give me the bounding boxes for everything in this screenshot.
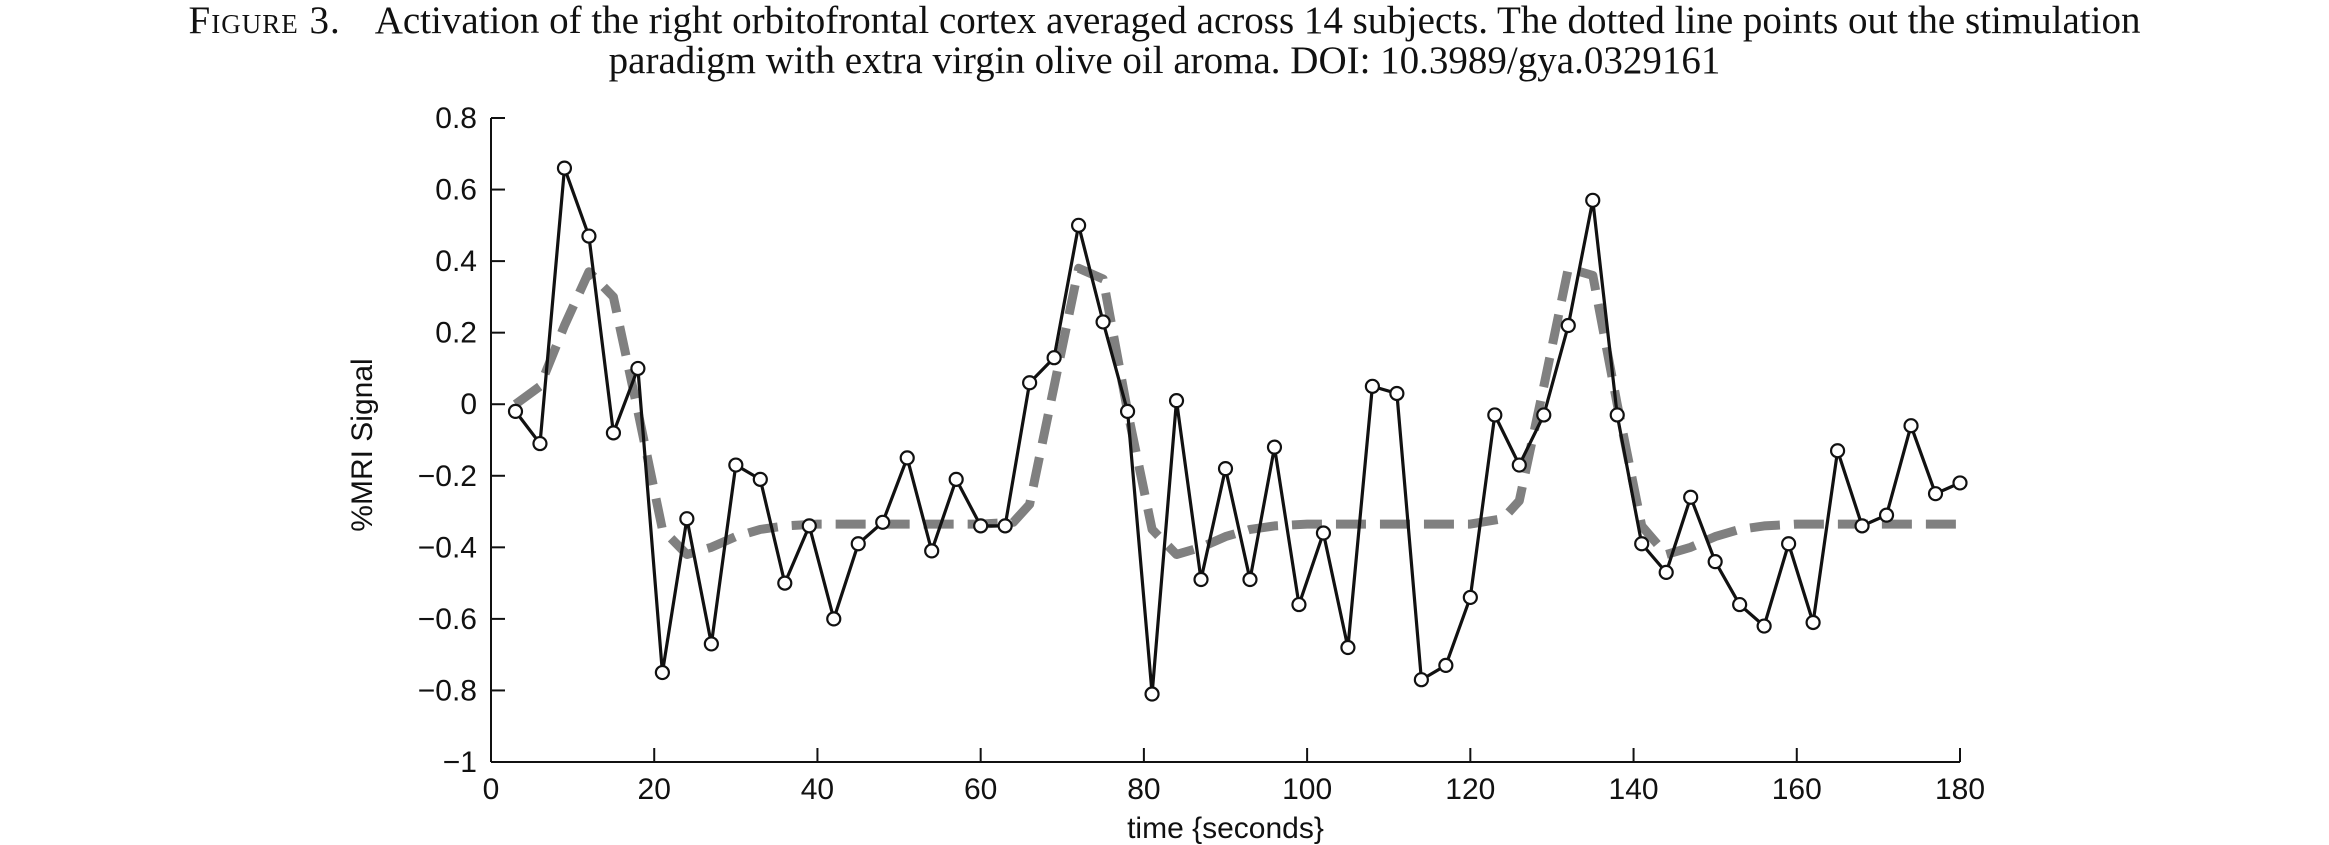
- y-tick-label: −0.6: [418, 603, 477, 636]
- y-tick-label: −0.4: [418, 531, 477, 564]
- x-tick-label: 100: [1282, 773, 1332, 806]
- data-point: [1413, 672, 1429, 688]
- data-point: [777, 575, 793, 591]
- data-point: [1560, 317, 1576, 334]
- data-point: [973, 518, 989, 534]
- data-point: [1217, 461, 1234, 477]
- y-tick-label: −0.2: [418, 460, 477, 493]
- x-tick-label: 80: [1127, 773, 1160, 806]
- data-point: [1119, 403, 1136, 419]
- data-point: [1829, 443, 1846, 459]
- data-point: [654, 664, 670, 681]
- data-point: [1609, 407, 1625, 423]
- data-point: [1095, 314, 1111, 330]
- y-axis-title: %MRI Signal: [346, 358, 379, 531]
- data-point: [507, 403, 524, 419]
- caption-line-2: paradigm with extra virgin olive oil aro…: [608, 39, 1721, 82]
- mri-signal-line: [514, 167, 1961, 695]
- data-point: [1315, 525, 1332, 541]
- data-point: [728, 457, 744, 473]
- data-point: [1144, 686, 1160, 702]
- data-point: [1291, 596, 1307, 613]
- data-point: [679, 511, 695, 527]
- data-point: [1462, 589, 1478, 606]
- x-tick-label: 40: [801, 773, 834, 806]
- data-point: [948, 471, 964, 487]
- x-tick-label: 0: [483, 773, 500, 806]
- data-point: [1707, 554, 1723, 570]
- y-tick-label: 0.8: [435, 102, 477, 135]
- data-point: [1242, 571, 1258, 588]
- x-tick-label: 140: [1609, 773, 1659, 806]
- caption-text-1: Activation of the right orbitofrontal co…: [374, 0, 2141, 42]
- data-point: [1070, 217, 1087, 233]
- data-point: [801, 518, 817, 534]
- series-layer: [507, 160, 1968, 702]
- data-point: [1854, 518, 1870, 534]
- data-point: [1805, 614, 1821, 631]
- data-point: [1683, 489, 1699, 505]
- data-point: [1266, 439, 1283, 455]
- y-tick-label: −1: [443, 746, 477, 779]
- data-point: [1438, 657, 1454, 674]
- data-point: [1511, 457, 1527, 473]
- data-point: [703, 636, 719, 652]
- data-point: [1022, 375, 1038, 391]
- y-tick-label: 0.4: [435, 245, 477, 278]
- figure-label: Figure 3.: [188, 0, 341, 42]
- y-tick-label: 0.2: [435, 317, 477, 350]
- data-point: [1487, 407, 1503, 423]
- data-point: [1952, 475, 1968, 491]
- x-axis: 0 20 40 60 80 100 120 140 160 180: [483, 748, 1985, 806]
- data-point: [1364, 378, 1381, 394]
- data-point: [1658, 564, 1674, 580]
- data-point: [826, 611, 842, 627]
- data-point: [556, 160, 573, 176]
- data-point: [899, 450, 915, 466]
- data-point: [1193, 571, 1209, 588]
- data-point: [1781, 536, 1797, 552]
- data-point: [1536, 407, 1552, 423]
- caption-line-1: Figure 3. Activation of the right orbitof…: [0, 0, 2329, 42]
- data-point: [532, 435, 548, 452]
- data-point: [581, 228, 597, 244]
- data-point: [605, 425, 622, 441]
- x-tick-label: 180: [1935, 773, 1985, 806]
- x-axis-title: time {seconds}: [1127, 812, 1324, 845]
- data-point: [1340, 639, 1356, 656]
- data-point: [1732, 596, 1748, 613]
- x-tick-label: 20: [638, 773, 671, 806]
- stimulation-paradigm-line: [512, 263, 1960, 559]
- x-tick-label: 60: [964, 773, 997, 806]
- data-point: [1046, 350, 1062, 366]
- data-point: [1878, 507, 1895, 523]
- y-tick-label: −0.8: [418, 674, 477, 707]
- data-point: [630, 360, 646, 377]
- data-point: [752, 471, 768, 487]
- data-point: [1756, 618, 1772, 634]
- data-point: [875, 514, 891, 530]
- y-axis: −1 −0.8 −0.6 −0.4 −0.2 0 0.2 0.4 0.6 0.8: [418, 102, 505, 779]
- data-point: [1903, 418, 1919, 434]
- x-tick-label: 120: [1445, 773, 1495, 806]
- data-point: [924, 543, 940, 559]
- data-point: [1634, 536, 1650, 552]
- data-point: [850, 536, 866, 552]
- data-point: [1585, 192, 1601, 208]
- data-point: [1168, 393, 1185, 409]
- data-point: [1389, 385, 1405, 402]
- y-tick-label: 0: [460, 388, 477, 421]
- y-tick-label: 0.6: [435, 174, 477, 207]
- data-point: [1927, 486, 1944, 502]
- x-tick-label: 160: [1772, 773, 1822, 806]
- data-point: [997, 518, 1013, 534]
